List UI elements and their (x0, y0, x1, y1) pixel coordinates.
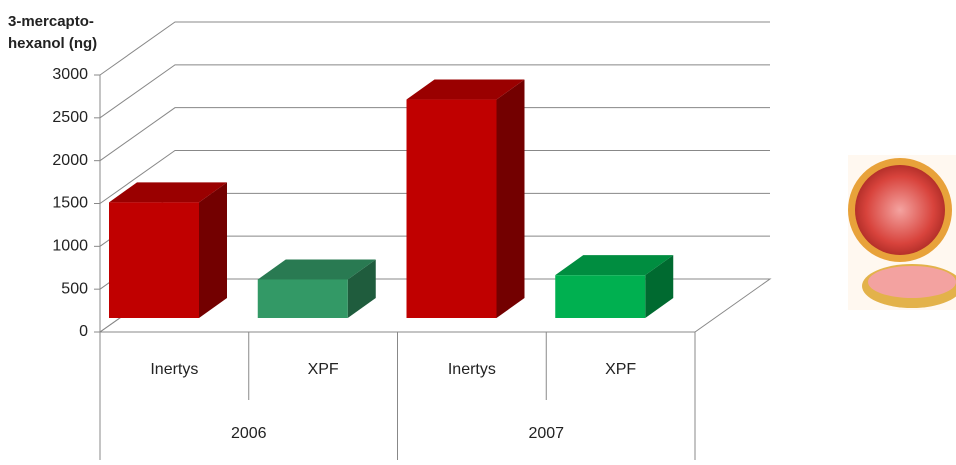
y-axis-label: 3-mercapto- (8, 13, 94, 30)
y-tick-label: 500 (61, 280, 88, 297)
y-tick-label: 0 (79, 323, 88, 340)
bar (407, 100, 497, 318)
y-axis-label: hexanol (ng) (8, 35, 97, 52)
x-tick-label: Inertys (150, 361, 198, 378)
x-tick-label: Inertys (448, 361, 496, 378)
chart: 3-mercapto- hexanol (ng) 0 500 1000 1500 200… (0, 0, 956, 460)
grapefruit-image (848, 155, 956, 310)
bar-side (497, 80, 525, 318)
bar (109, 202, 199, 318)
x-tick-label: XPF (605, 361, 636, 378)
group-label: 2006 (231, 425, 267, 442)
y-tick-label: 3000 (52, 66, 88, 83)
bar (258, 279, 348, 318)
y-tick-label: 2000 (52, 152, 88, 169)
y-tick-label: 1500 (52, 195, 88, 212)
bar-side (199, 182, 227, 318)
y-tick-label: 2500 (52, 109, 88, 126)
bar (555, 275, 645, 318)
y-tick-label: 1000 (52, 238, 88, 255)
x-tick-label: XPF (308, 361, 339, 378)
group-label: 2007 (528, 425, 564, 442)
grid-line (100, 22, 770, 75)
page: {"chart_data": {"type": "bar3d", "y_labe… (0, 0, 956, 460)
